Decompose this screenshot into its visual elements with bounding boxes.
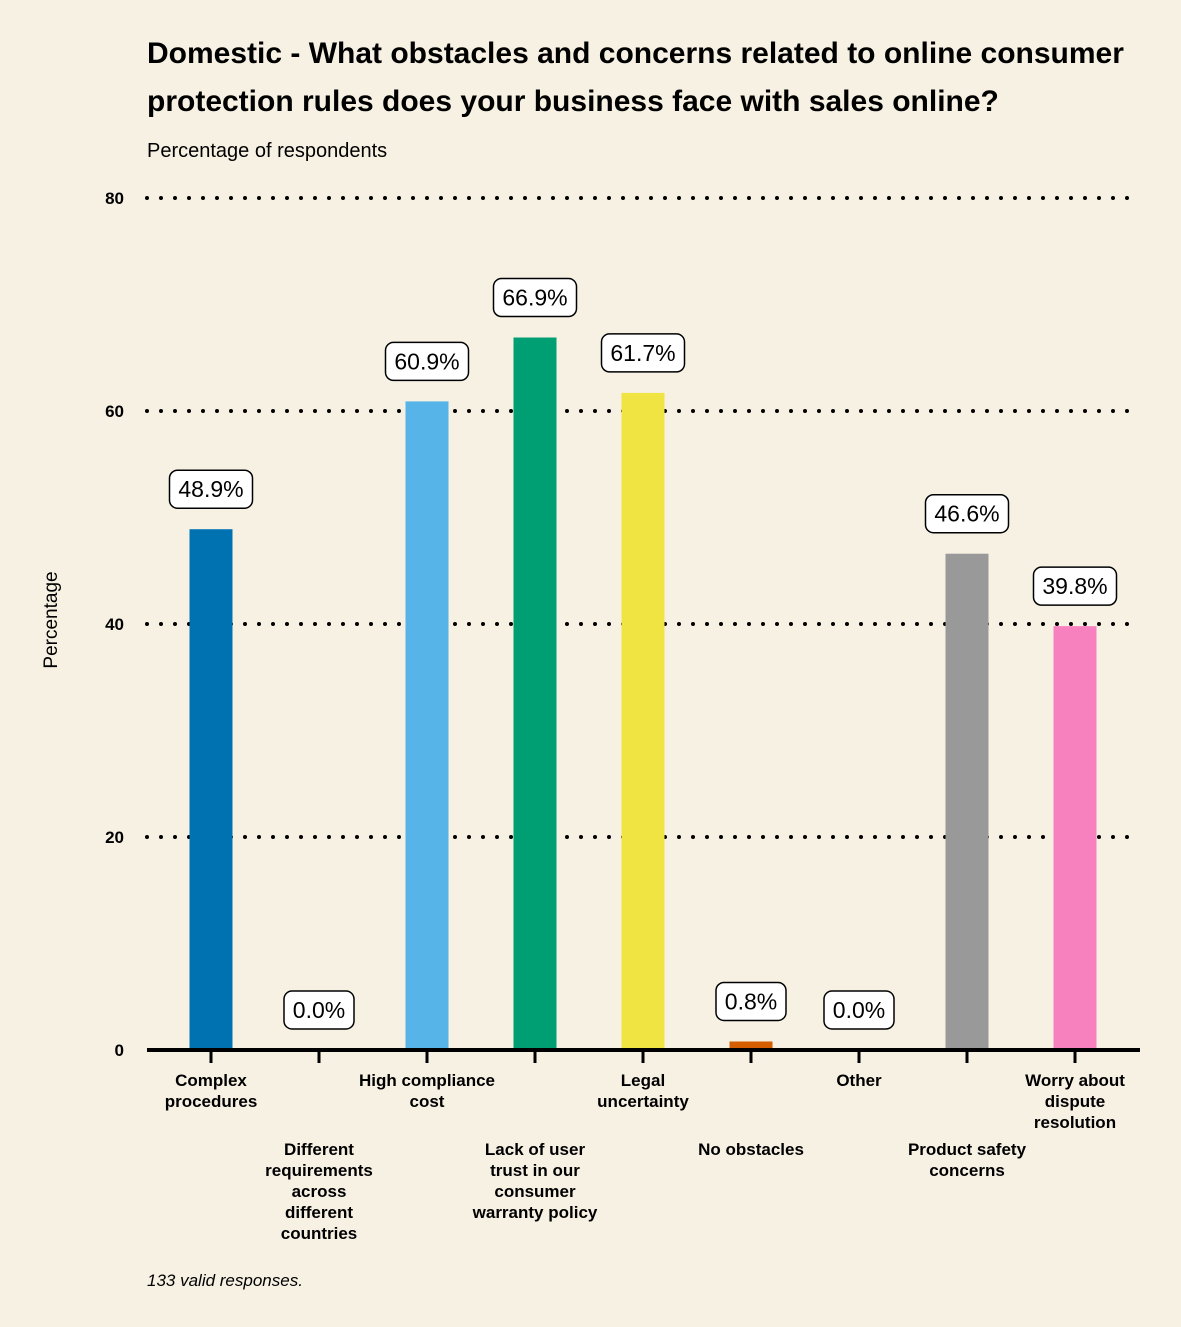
data-label: 61.7%	[600, 333, 686, 373]
data-label: 0.0%	[823, 990, 895, 1030]
data-label-box	[600, 333, 686, 373]
data-label-text: 60.9%	[394, 348, 459, 374]
data-label: 39.8%	[1032, 566, 1118, 606]
y-tick-label: 80	[105, 189, 124, 208]
data-label-text: 0.0%	[833, 997, 885, 1023]
chart-subtitle: Percentage of respondents	[147, 140, 388, 162]
data-label-box	[715, 981, 787, 1022]
data-label-text: 66.9%	[502, 285, 567, 311]
data-label-text: 61.7%	[610, 340, 675, 366]
data-label: 0.8%	[715, 981, 787, 1022]
category-label: Lack of user trust in our consumer warranty…	[472, 1140, 598, 1222]
y-axis-ticks: 0 20 40 60 80	[105, 189, 124, 1060]
category-label: Complex procedures	[165, 1071, 258, 1111]
bar	[189, 529, 233, 1050]
y-tick-label: 20	[105, 828, 124, 847]
data-label: 60.9%	[384, 341, 470, 382]
category-label: Different requirements across different coun…	[265, 1140, 373, 1243]
data-label-box	[1032, 566, 1118, 606]
category-label: Other	[836, 1071, 882, 1090]
data-label-box	[492, 277, 578, 318]
bar	[405, 401, 449, 1050]
data-label-box	[283, 990, 355, 1030]
category-label: High compliance cost	[359, 1071, 495, 1111]
bar	[945, 553, 989, 1050]
category-label: Worry about dispute resolution	[1025, 1071, 1125, 1132]
y-tick-label: 0	[115, 1041, 124, 1060]
data-label-text: 46.6%	[934, 501, 999, 527]
data-label-text: 0.0%	[293, 997, 345, 1023]
data-label-box	[823, 990, 895, 1030]
data-label-box	[384, 341, 470, 382]
data-label-text: 39.8%	[1042, 573, 1107, 599]
category-label: Legal uncertainty	[597, 1071, 689, 1111]
data-label: 0.0%	[283, 990, 355, 1030]
chart-title: Domestic - What obstacles and concerns r…	[147, 37, 1124, 118]
data-label: 66.9%	[492, 277, 578, 318]
bar	[1053, 626, 1097, 1050]
bar	[621, 392, 665, 1050]
data-label-box	[924, 493, 1010, 534]
category-label: Product safety concerns	[908, 1140, 1027, 1180]
y-tick-label: 60	[105, 402, 124, 421]
bar	[729, 1041, 773, 1050]
data-labels: 48.9% 0.0% 60.9% 66.9% 61.7% 0.8% 0.0% 46.6% 39.…	[168, 277, 1118, 1030]
bar	[513, 337, 557, 1050]
x-axis-ticks	[209, 1050, 1077, 1063]
bars	[189, 337, 1097, 1050]
data-label-text: 48.9%	[178, 476, 243, 502]
footnote: 133 valid responses.	[147, 1271, 303, 1290]
data-label-text: 0.8%	[725, 988, 777, 1014]
y-axis-label: Percentage	[41, 571, 62, 668]
data-label-box	[168, 469, 254, 509]
data-label: 48.9%	[168, 469, 254, 509]
y-tick-label: 40	[105, 615, 124, 634]
data-label: 46.6%	[924, 493, 1010, 534]
category-label: No obstacles	[698, 1140, 804, 1159]
